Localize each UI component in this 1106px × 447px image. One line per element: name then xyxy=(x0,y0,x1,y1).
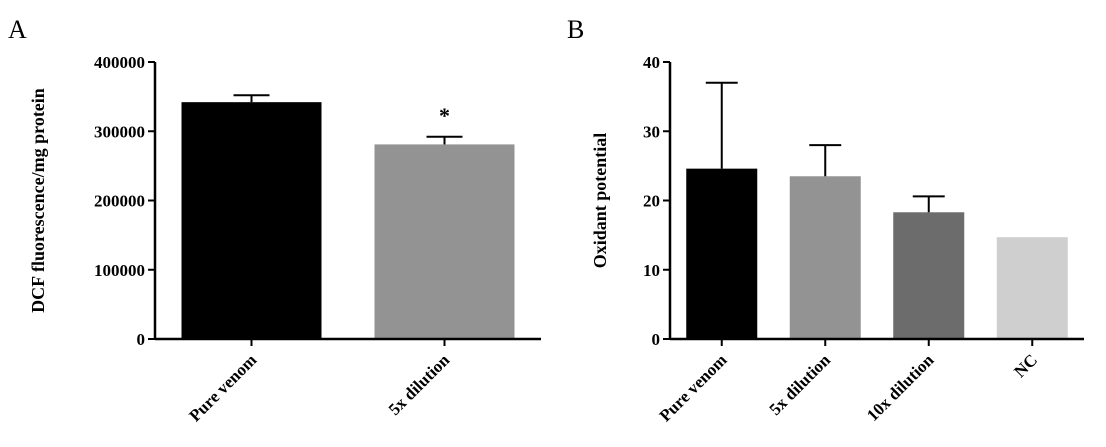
bar-1 xyxy=(686,168,758,339)
bar-2 xyxy=(374,144,515,339)
x-tick-label-1: Pure venom xyxy=(185,350,260,425)
bar-4 xyxy=(996,237,1068,339)
panel-label: B xyxy=(567,15,584,44)
bar-2 xyxy=(789,176,861,339)
y-tick-label-5: 400000 xyxy=(94,53,145,72)
panel-label: A xyxy=(8,15,27,44)
x-tick-label-1: Pure venom xyxy=(656,350,731,425)
y-tick-label-2: 10 xyxy=(643,261,660,280)
x-tick-label-3: 10x dilution xyxy=(863,350,938,425)
y-tick-label-2: 100000 xyxy=(94,261,145,280)
y-tick-label-3: 20 xyxy=(643,192,660,211)
x-tick-label-2: 5x dilution xyxy=(385,350,454,419)
y-axis-title: DCF fluorescence/mg protein xyxy=(28,88,48,313)
bar-1 xyxy=(181,102,322,339)
y-tick-label-4: 300000 xyxy=(94,122,145,141)
x-tick-label-2: 5x dilution xyxy=(766,350,835,419)
y-tick-label-4: 30 xyxy=(643,122,660,141)
y-tick-label-1: 0 xyxy=(652,330,661,349)
y-tick-label-3: 200000 xyxy=(94,192,145,211)
significance-marker: * xyxy=(439,103,450,128)
y-tick-label-1: 0 xyxy=(137,330,146,349)
y-axis-title: Oxidant potential xyxy=(590,133,610,269)
bar-3 xyxy=(893,212,965,339)
y-tick-label-5: 40 xyxy=(643,53,660,72)
x-tick-label-4: NC xyxy=(1010,350,1041,381)
